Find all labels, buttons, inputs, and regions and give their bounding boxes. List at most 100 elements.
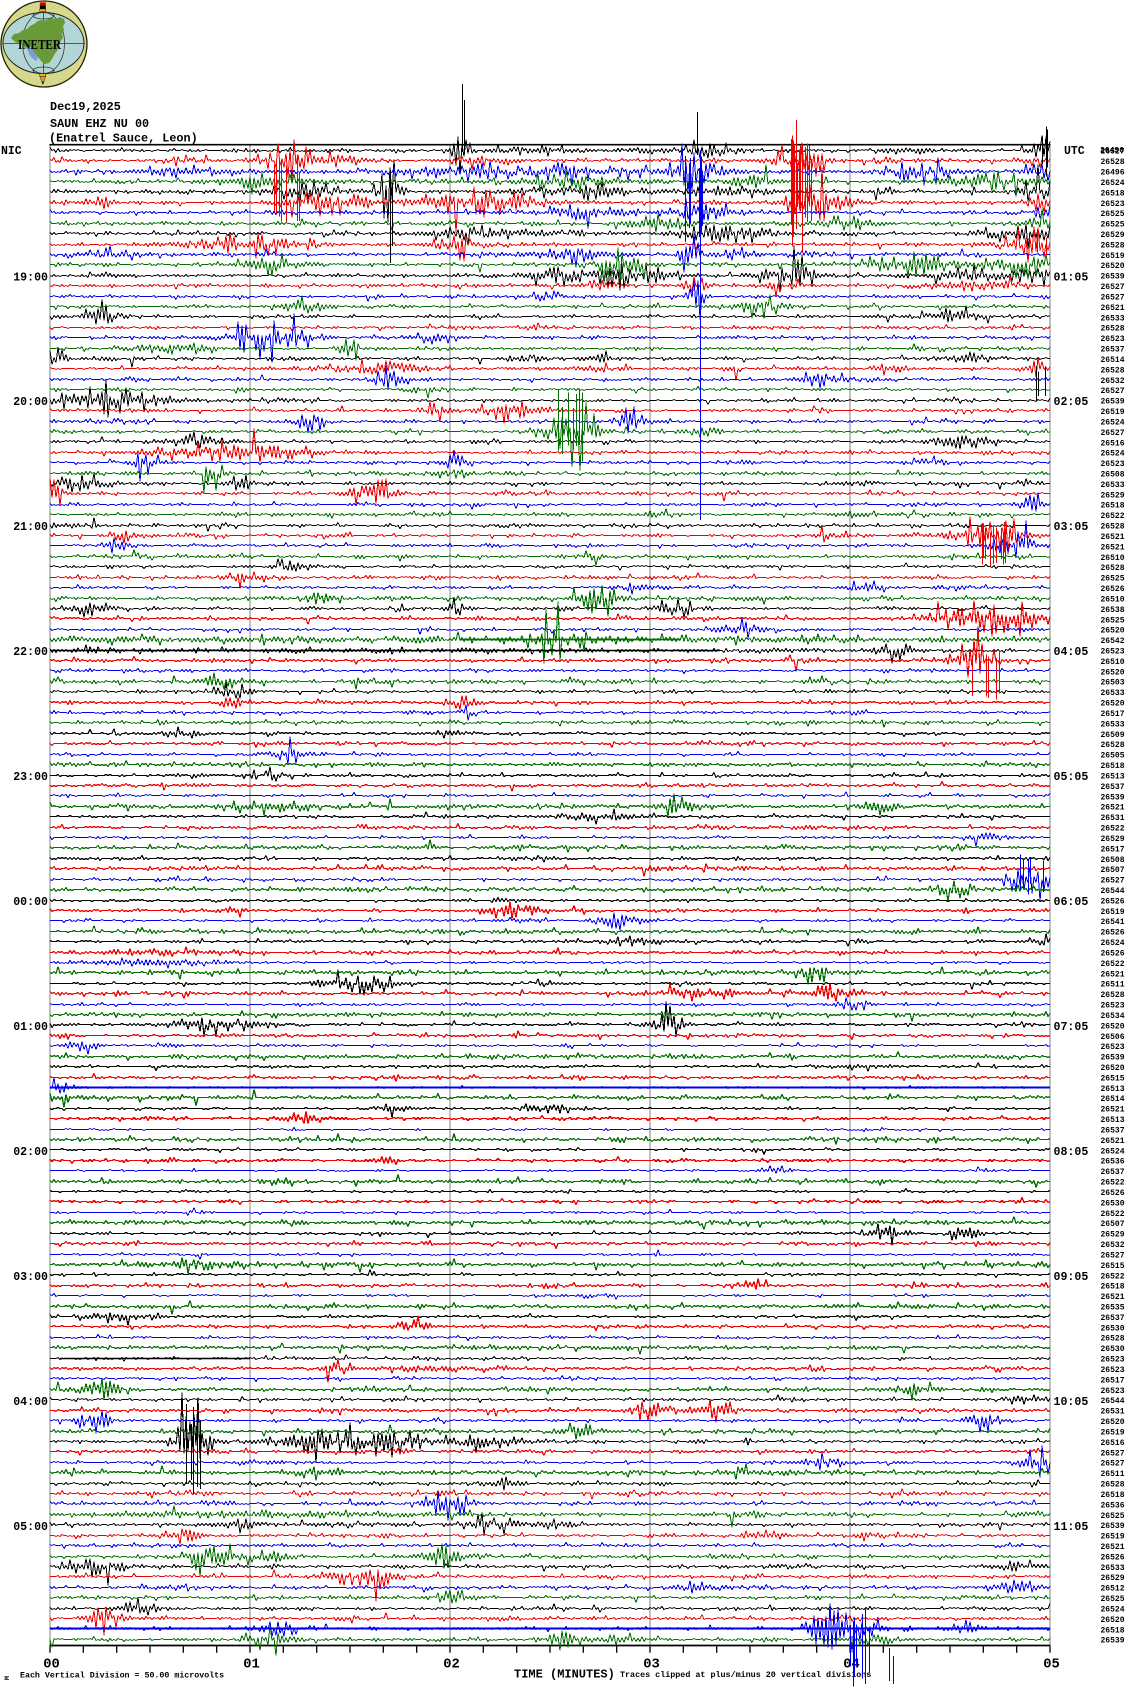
svg-text:26521: 26521	[1101, 543, 1125, 552]
svg-text:26522: 26522	[1101, 960, 1125, 969]
svg-text:26521: 26521	[1101, 304, 1125, 313]
svg-text:26532: 26532	[1101, 1241, 1125, 1250]
svg-text:26523: 26523	[1101, 1387, 1125, 1396]
svg-text:26515: 26515	[1101, 1074, 1125, 1083]
svg-text:26527: 26527	[1101, 1449, 1125, 1458]
svg-text:26503: 26503	[1101, 679, 1125, 688]
svg-text:26536: 26536	[1101, 1501, 1125, 1510]
svg-text:19:00: 19:00	[13, 271, 48, 284]
svg-text:26536: 26536	[1101, 1158, 1125, 1167]
svg-text:26529: 26529	[1101, 1231, 1125, 1240]
svg-text:26526: 26526	[1101, 929, 1125, 938]
svg-text:26507: 26507	[1101, 866, 1125, 875]
svg-text:05:05: 05:05	[1054, 771, 1089, 784]
svg-text:01: 01	[243, 1658, 260, 1673]
svg-text:26524: 26524	[1101, 418, 1125, 427]
svg-text:26544: 26544	[1101, 887, 1125, 896]
svg-text:26523: 26523	[1101, 335, 1125, 344]
svg-text:26511: 26511	[1101, 1470, 1125, 1479]
svg-text:10:05: 10:05	[1054, 1396, 1089, 1409]
svg-text:26533: 26533	[1101, 481, 1125, 490]
svg-text:26520: 26520	[1101, 668, 1125, 677]
svg-text:26539: 26539	[1101, 793, 1125, 802]
svg-text:26526: 26526	[1101, 1553, 1125, 1562]
svg-text:26521: 26521	[1101, 1293, 1125, 1302]
svg-text:26524: 26524	[1101, 1147, 1125, 1156]
svg-text:26516: 26516	[1101, 1439, 1125, 1448]
svg-text:26527: 26527	[1101, 294, 1125, 303]
svg-text:26517: 26517	[1101, 1376, 1125, 1385]
svg-text:05: 05	[1043, 1658, 1060, 1673]
svg-text:26525: 26525	[1101, 1595, 1125, 1604]
svg-text:26496: 26496	[1101, 169, 1125, 178]
svg-text:26539: 26539	[1101, 1637, 1125, 1646]
svg-text:26526: 26526	[1101, 585, 1125, 594]
svg-text:26510: 26510	[1101, 554, 1125, 563]
svg-text:26518: 26518	[1101, 762, 1125, 771]
svg-text:Each Vertical Division = 50.: Each Vertical Division = 50.00 microvolt…	[20, 1671, 224, 1681]
svg-text:26528: 26528	[1101, 741, 1125, 750]
svg-text:26524: 26524	[1101, 450, 1125, 459]
svg-text:26528: 26528	[1101, 523, 1125, 532]
svg-text:UTC: UTC	[1064, 145, 1085, 158]
svg-text:00:00: 00:00	[13, 896, 48, 909]
svg-text:26527: 26527	[1101, 877, 1125, 886]
svg-text:26527: 26527	[1101, 148, 1125, 157]
svg-text:26527: 26527	[1101, 1460, 1125, 1469]
svg-text:26518: 26518	[1101, 502, 1125, 511]
svg-text:26527: 26527	[1101, 429, 1125, 438]
svg-text:26506: 26506	[1101, 1033, 1125, 1042]
svg-text:26518: 26518	[1101, 189, 1125, 198]
svg-text:01:05: 01:05	[1054, 271, 1089, 284]
svg-text:26521: 26521	[1101, 1137, 1125, 1146]
svg-text:26523: 26523	[1101, 648, 1125, 657]
svg-text:26528: 26528	[1101, 1481, 1125, 1490]
svg-text:26520: 26520	[1101, 1418, 1125, 1427]
svg-text:26513: 26513	[1101, 773, 1125, 782]
svg-text:26528: 26528	[1101, 564, 1125, 573]
svg-text:26542: 26542	[1101, 637, 1125, 646]
svg-text:26529: 26529	[1101, 1574, 1125, 1583]
svg-text:26544: 26544	[1101, 1397, 1125, 1406]
svg-text:02: 02	[443, 1658, 460, 1673]
svg-text:26528: 26528	[1101, 1335, 1125, 1344]
svg-text:26496: 26496	[1100, 147, 1124, 156]
svg-text:26529: 26529	[1101, 491, 1125, 500]
svg-text:26509: 26509	[1101, 731, 1125, 740]
svg-text:26525: 26525	[1101, 575, 1125, 584]
svg-text:26527: 26527	[1101, 387, 1125, 396]
svg-text:26530: 26530	[1101, 1345, 1125, 1354]
svg-text:26533: 26533	[1101, 689, 1125, 698]
svg-text:26512: 26512	[1101, 1585, 1125, 1594]
svg-text:26519: 26519	[1101, 908, 1125, 917]
svg-text:26522: 26522	[1101, 1210, 1125, 1219]
svg-text:26522: 26522	[1101, 1179, 1125, 1188]
svg-text:26539: 26539	[1101, 1054, 1125, 1063]
svg-text:(Enatrel Sauce, Leon): (Enatrel Sauce, Leon)	[49, 132, 198, 146]
svg-text:26535: 26535	[1101, 1304, 1125, 1313]
svg-text:26518: 26518	[1101, 1626, 1125, 1635]
svg-text:26523: 26523	[1101, 1356, 1125, 1365]
svg-text:22:00: 22:00	[13, 646, 48, 659]
svg-text:26507: 26507	[1101, 1220, 1125, 1229]
svg-text:26520: 26520	[1101, 1064, 1125, 1073]
svg-text:26525: 26525	[1101, 616, 1125, 625]
svg-text:26527: 26527	[1101, 1251, 1125, 1260]
svg-text:26526: 26526	[1101, 1189, 1125, 1198]
svg-text:26522: 26522	[1101, 512, 1125, 521]
svg-text:Dec19,2025: Dec19,2025	[50, 100, 121, 114]
svg-text:26521: 26521	[1101, 533, 1125, 542]
svg-text:26537: 26537	[1101, 783, 1125, 792]
svg-text:26537: 26537	[1101, 346, 1125, 355]
svg-text:26516: 26516	[1101, 439, 1125, 448]
svg-text:26519: 26519	[1101, 1533, 1125, 1542]
svg-text:26522: 26522	[1101, 825, 1125, 834]
svg-text:01:00: 01:00	[13, 1021, 48, 1034]
svg-text:26511: 26511	[1101, 981, 1125, 990]
svg-text:26541: 26541	[1101, 918, 1125, 927]
svg-text:26528: 26528	[1101, 366, 1125, 375]
svg-text:23:00: 23:00	[13, 771, 48, 784]
svg-text:03:05: 03:05	[1054, 521, 1089, 534]
svg-text:26524: 26524	[1101, 939, 1125, 948]
svg-text:04:05: 04:05	[1054, 646, 1089, 659]
